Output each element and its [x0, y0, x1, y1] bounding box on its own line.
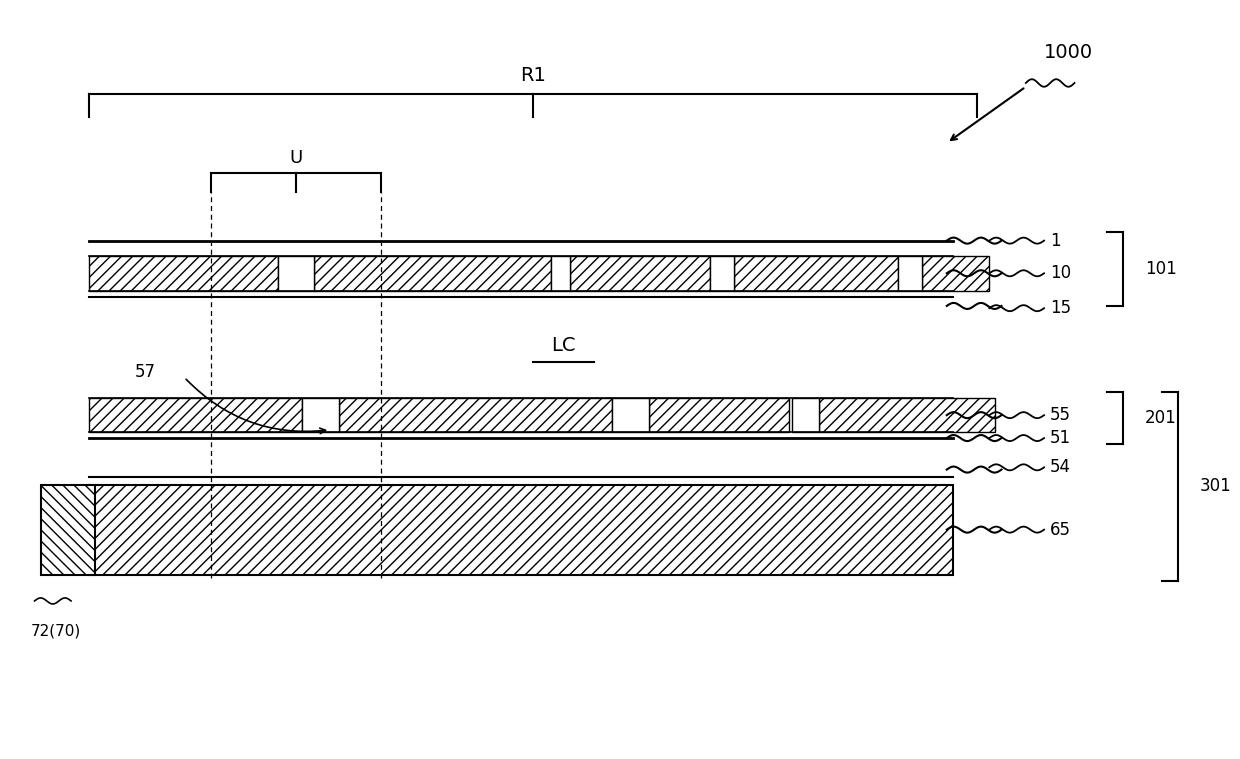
Bar — [552, 256, 569, 291]
Bar — [923, 256, 990, 291]
Text: R1: R1 — [521, 66, 546, 85]
Bar — [569, 256, 709, 291]
Text: 10: 10 — [1050, 264, 1071, 282]
Bar — [89, 484, 952, 575]
Bar — [613, 398, 649, 432]
Text: 15: 15 — [1050, 299, 1071, 317]
Text: LC: LC — [552, 336, 575, 355]
Bar — [339, 398, 613, 432]
Text: 201: 201 — [1145, 409, 1177, 427]
Bar — [898, 256, 923, 291]
Text: 54: 54 — [1050, 458, 1071, 477]
Bar — [734, 256, 898, 291]
Bar — [278, 256, 314, 291]
Text: 1: 1 — [1050, 231, 1060, 250]
Bar — [89, 398, 303, 432]
Text: 65: 65 — [1050, 521, 1071, 539]
Text: 51: 51 — [1050, 429, 1071, 447]
Text: 301: 301 — [1200, 477, 1231, 496]
Bar — [41, 484, 95, 575]
Bar — [820, 398, 996, 432]
Bar — [792, 398, 820, 432]
Text: U: U — [289, 149, 303, 167]
Bar — [314, 256, 552, 291]
Bar — [709, 256, 734, 291]
Text: 1000: 1000 — [1044, 43, 1092, 62]
Bar — [89, 256, 278, 291]
Text: 101: 101 — [1145, 260, 1177, 278]
Text: 55: 55 — [1050, 406, 1071, 424]
Text: 72(70): 72(70) — [31, 623, 81, 638]
Bar — [303, 398, 339, 432]
Text: 57: 57 — [135, 363, 156, 381]
Bar — [649, 398, 789, 432]
